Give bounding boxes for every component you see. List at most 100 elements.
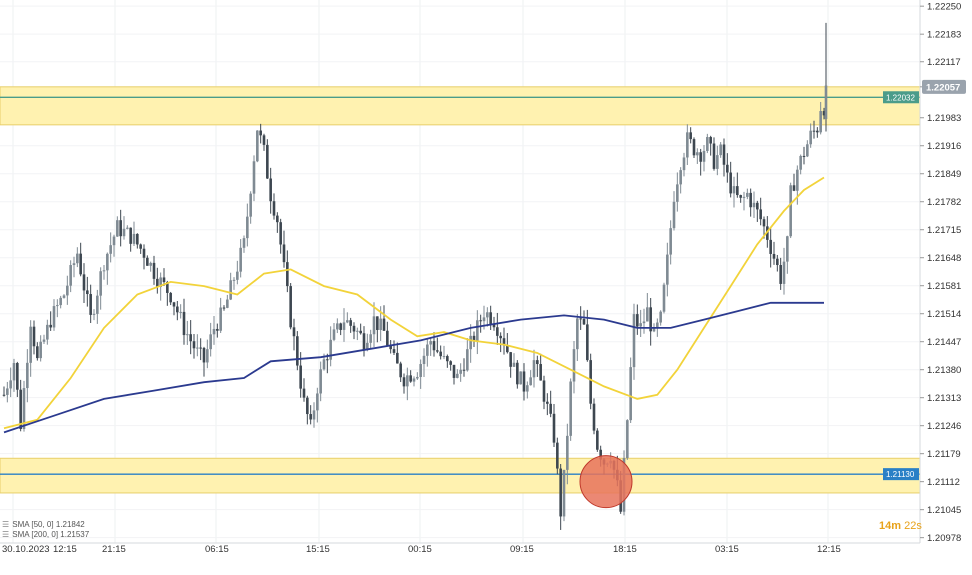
highlight-marker xyxy=(579,455,633,509)
candle xyxy=(489,312,492,325)
y-tick-label: 1.21246 xyxy=(927,421,961,432)
candle xyxy=(32,326,36,347)
y-tick-label: 1.20978 xyxy=(927,533,961,544)
y-tick-label: 1.22117 xyxy=(927,57,961,68)
candle xyxy=(589,360,592,404)
candle-countdown: 14m 22s xyxy=(879,520,922,532)
candle xyxy=(516,362,519,385)
candle xyxy=(769,239,772,254)
candle xyxy=(232,279,236,281)
candle xyxy=(82,274,86,291)
candle xyxy=(552,413,556,443)
x-tick-label: 21:15 xyxy=(102,544,126,555)
candle xyxy=(276,215,279,223)
candle xyxy=(429,341,432,345)
sma200-label: SMA [200, 0] xyxy=(12,530,59,539)
indicator-menu-icon[interactable]: ☰ xyxy=(2,530,10,539)
candle xyxy=(426,344,429,356)
candle xyxy=(392,349,396,353)
candle xyxy=(356,330,359,332)
candle xyxy=(69,265,72,286)
x-tick-label: 18:15 xyxy=(613,544,637,555)
candle xyxy=(479,320,482,322)
price-axis[interactable] xyxy=(920,0,972,570)
legend-sma200: ☰ SMA [200, 0] 1.21537 xyxy=(2,530,89,540)
candle xyxy=(556,442,559,469)
candle xyxy=(722,144,726,165)
candle xyxy=(679,170,682,185)
candle xyxy=(269,178,272,202)
candle xyxy=(202,347,206,363)
candle xyxy=(639,323,642,327)
candle xyxy=(682,157,686,171)
candle xyxy=(796,169,799,191)
candle xyxy=(752,202,756,208)
candle xyxy=(706,137,709,151)
candle xyxy=(779,265,782,284)
candle xyxy=(422,355,426,365)
candle xyxy=(776,258,779,266)
candle xyxy=(432,341,436,351)
candle xyxy=(142,248,146,258)
candle xyxy=(409,375,412,382)
candle xyxy=(16,363,19,390)
candle xyxy=(76,253,79,264)
candle xyxy=(472,335,476,342)
candle xyxy=(219,307,222,331)
indicator-menu-icon[interactable]: ☰ xyxy=(2,520,10,529)
candle xyxy=(152,262,156,279)
candle xyxy=(66,285,69,296)
candle xyxy=(819,111,822,133)
candle xyxy=(816,130,819,133)
price-line-badge[interactable] xyxy=(883,468,919,481)
candle xyxy=(96,295,99,314)
candle xyxy=(312,410,316,420)
candle xyxy=(576,318,579,350)
candle xyxy=(502,338,506,346)
candle xyxy=(146,257,149,266)
candle xyxy=(149,262,152,266)
candle xyxy=(802,155,806,157)
candle xyxy=(446,356,449,362)
candle xyxy=(116,220,119,237)
candle xyxy=(406,375,409,387)
candle xyxy=(562,469,566,517)
candle xyxy=(92,313,96,315)
candle xyxy=(349,320,352,326)
x-tick-label: 03:15 xyxy=(715,544,739,555)
candle xyxy=(709,137,712,144)
candle xyxy=(809,130,812,145)
candle xyxy=(112,236,116,246)
sma200-value: 1.21537 xyxy=(60,530,90,539)
countdown-minutes: 14m xyxy=(879,520,902,532)
candle xyxy=(336,323,339,330)
candle xyxy=(716,155,719,169)
candle xyxy=(229,280,232,300)
candle xyxy=(799,155,802,170)
candle xyxy=(559,468,562,517)
candle xyxy=(296,336,299,366)
candle xyxy=(492,324,496,328)
candle xyxy=(496,327,499,336)
price-line-label: 1.22032 xyxy=(886,93,915,102)
price-line-label: 1.21130 xyxy=(886,470,915,479)
support-resistance-zone[interactable] xyxy=(0,86,921,126)
candle xyxy=(376,316,379,330)
candle xyxy=(749,192,752,208)
candle xyxy=(536,360,539,365)
support-resistance-zone[interactable] xyxy=(0,457,921,494)
y-tick-label: 1.22250 xyxy=(927,2,961,13)
sma50-line xyxy=(3,176,825,430)
candle xyxy=(22,388,26,429)
y-tick-label: 1.21514 xyxy=(927,309,961,320)
candle xyxy=(412,378,416,382)
candle xyxy=(452,364,456,378)
candle xyxy=(239,247,242,272)
candle xyxy=(566,435,569,470)
candle xyxy=(2,394,6,396)
candle xyxy=(352,325,356,332)
candle xyxy=(292,327,296,337)
price-line-badge[interactable] xyxy=(883,91,919,104)
